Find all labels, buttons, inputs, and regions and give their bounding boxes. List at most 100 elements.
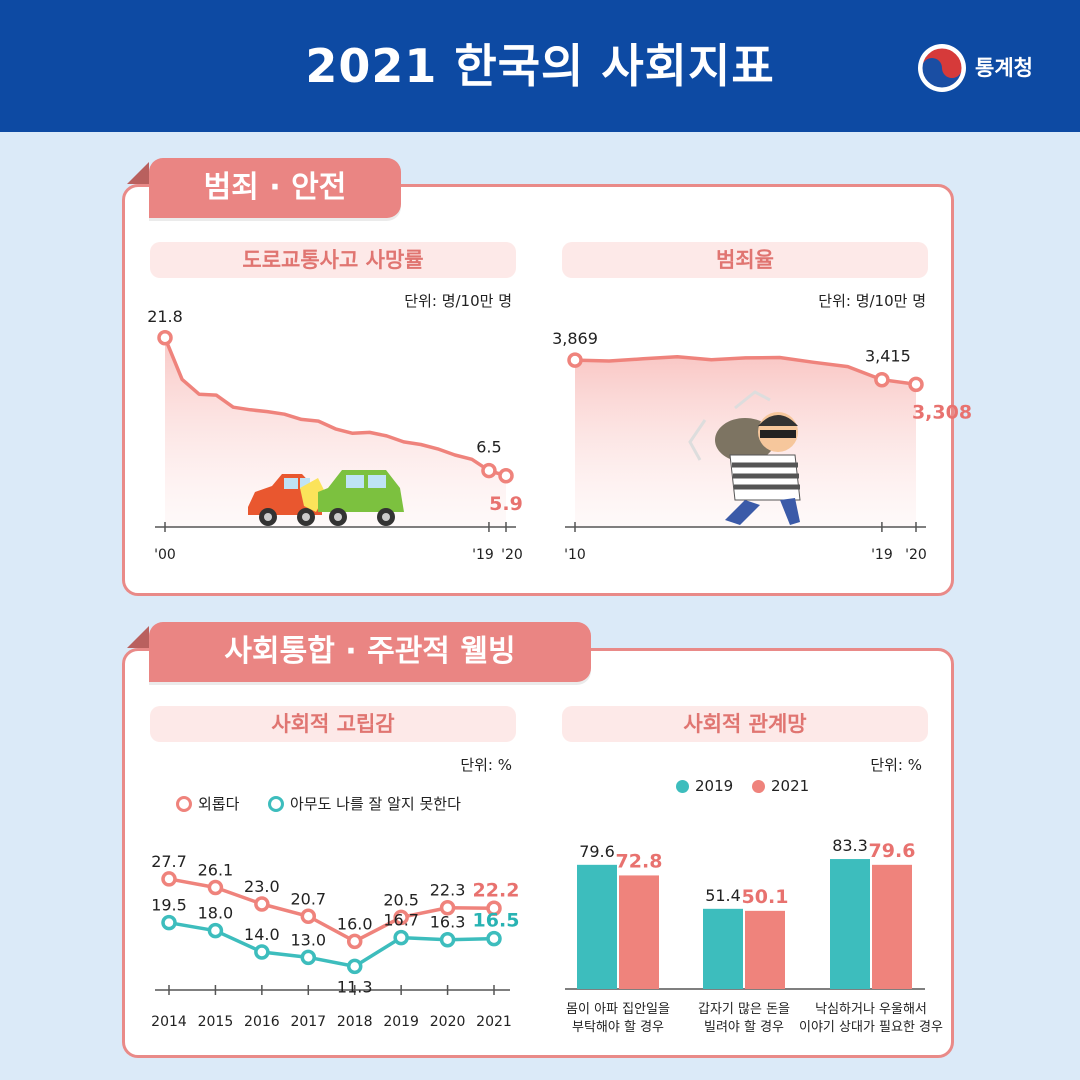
tick-label: 2015 [198,1014,234,1030]
category-label: 부탁해야 할 경우 [572,1020,664,1035]
data-label: 20.7 [290,889,326,908]
category-label: 몸이 아파 집안일을 [566,1002,670,1017]
taegeuk-logo-icon [918,44,966,92]
tab-fold [127,626,149,648]
data-point [567,352,583,368]
legend-marker-icon [752,779,765,793]
thief-illustration [688,390,801,525]
data-label: 79.6 [579,842,615,861]
data-point [486,900,502,917]
data-point [161,871,177,887]
tick-label: 2019 [383,1014,419,1030]
data-point [346,958,363,975]
data-label: 26.1 [198,860,234,879]
data-label: 20.5 [383,890,419,909]
data-point [207,922,224,939]
series-line [163,337,507,478]
data-label: 23.0 [244,877,280,896]
data-point [161,914,177,931]
bar [577,864,617,989]
data-label: 16.0 [337,914,373,933]
data-label: 72.8 [616,850,663,872]
data-point [300,949,317,966]
bar [872,864,912,989]
data-point [874,371,890,388]
chart-title-traffic: 도로교통사고 사망률 [150,242,516,278]
data-label: 27.7 [151,852,187,871]
tick-label: '19 [472,547,494,563]
legend-2019: 2019 [676,777,733,795]
bar [745,910,785,989]
legend-label: 외롭다 [198,795,240,813]
tick-label: 2014 [151,1014,187,1030]
data-label: 6.5 [476,438,501,457]
data-label-highlight: 5.9 [489,493,523,515]
unit-network: 단위: % [870,756,922,774]
data-point [439,899,456,916]
section-tab-crime-safety: 범죄 · 안전 [149,158,401,218]
category-label: 빌려야 할 경우 [704,1020,784,1035]
header-bar: 2021 한국의 사회지표 통계청 [0,0,1080,132]
bar [703,908,743,989]
legend-label: 2021 [771,777,810,795]
data-point [254,896,270,912]
legend-2021: 2021 [752,777,809,795]
unit-crime: 단위: 명/10만 명 [818,292,926,310]
data-label: 83.3 [832,836,868,855]
data-point [393,929,409,946]
category-label: 낙심하거나 우울해서 [815,1002,927,1017]
data-label: 51.4 [705,886,741,905]
section-tab-social: 사회통합 · 주관적 웰빙 [149,622,591,682]
legend-marker-icon [676,779,689,793]
data-point [481,462,497,479]
legend-lonely: 외롭다 [176,793,239,814]
chart-title-network: 사회적 관계망 [562,706,928,742]
data-point [300,908,317,925]
tick-label: 2017 [290,1014,326,1030]
tick-label: 2021 [476,1014,512,1030]
data-point [486,930,502,947]
bar [619,875,659,989]
tick-label: '00 [154,547,176,563]
tick-label: 2016 [244,1014,280,1030]
data-point [498,468,514,484]
unit-traffic: 단위: 명/10만 명 [404,292,512,310]
data-point [439,931,456,948]
data-label: 16.3 [430,913,466,932]
data-label: 16.7 [383,911,419,930]
agency-name: 통계청 [975,56,1033,80]
data-label: 50.1 [742,886,789,908]
data-label: 22.2 [473,879,520,901]
data-label: 18.0 [198,904,234,923]
data-label: 11.3 [337,977,373,996]
data-point [346,933,363,950]
tick-label: 2020 [430,1014,466,1030]
tick-label: '10 [564,547,586,563]
legend-label: 아무도 나를 잘 알지 못한다 [290,795,461,813]
data-label: 14.0 [244,925,280,944]
data-label: 13.0 [290,930,326,949]
tick-label: '19 [871,547,893,563]
area-fill [165,337,506,527]
category-label: 이야기 상대가 필요한 경우 [799,1020,943,1035]
category-label: 갑자기 많은 돈을 [698,1002,790,1017]
legend-marker-icon [176,795,192,812]
bar [830,859,870,989]
page-title: 2021 한국의 사회지표 [305,39,775,93]
legend-nobody-knows: 아무도 나를 잘 알지 못한다 [268,793,461,814]
data-point [254,944,270,960]
data-label-highlight: 3,308 [912,401,972,423]
data-label: 21.8 [147,307,183,326]
car-crash-illustration [248,470,404,526]
unit-isolation: 단위: % [460,756,512,774]
data-label: 79.6 [869,840,916,862]
tick-label: 2018 [337,1014,373,1030]
data-point [393,909,409,926]
tick-label: '20 [501,547,523,563]
data-label: 3,415 [865,347,911,366]
data-point [157,330,173,346]
series-line [168,877,495,944]
series-line [574,354,917,387]
